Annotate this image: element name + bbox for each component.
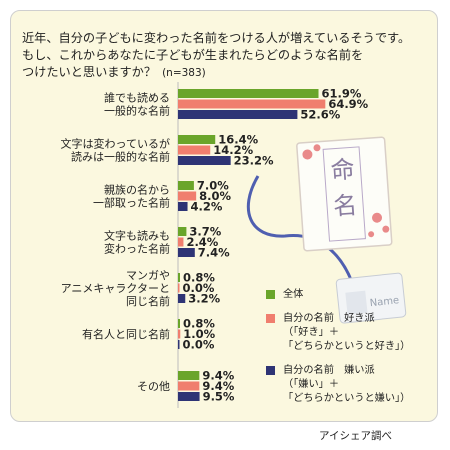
bar-2-series-3 [178, 156, 231, 165]
question-line-3-text: つけたいと思いますか？ [22, 65, 157, 79]
naming-illustration: 命 名 Name [246, 136, 407, 324]
category-label-1-line-1: 誰でも読める [104, 91, 170, 105]
bar-3-series-1 [178, 181, 194, 190]
bars [178, 89, 326, 401]
value-labels: 61.9%64.9%52.6% 16.4%14.2%23.2% 7.0%8.0%4.… [183, 87, 369, 404]
cord-line [246, 175, 354, 283]
petal-2 [313, 144, 321, 152]
legend-swatch-3 [266, 366, 275, 375]
tag-text: Name [369, 295, 400, 309]
bar-2-series-2 [178, 145, 211, 155]
bar-4-series-2 [178, 237, 184, 247]
bar-5-series-3 [178, 294, 186, 303]
category-label-3-line-2: 一部取った名前 [93, 196, 170, 210]
bar-7-series-3 [178, 392, 200, 401]
value-label-2-series-2: 14.2% [213, 143, 253, 157]
category-label-1-line-2: 一般的な名前 [104, 104, 170, 118]
value-label-7-series-2: 9.4% [202, 379, 234, 393]
value-label-5-series-1: 0.8% [183, 271, 215, 285]
petal-4 [382, 225, 390, 233]
category-label-2-line-1: 文字は変わっているが [61, 137, 170, 151]
legend-text-3-line-2: （「嫌い」＋ [283, 379, 340, 390]
legend-text-2-line-1: 自分の名前 好き派 [283, 313, 375, 324]
seal-char-2: 名 [332, 191, 358, 221]
bar-6-series-1 [178, 319, 180, 328]
category-label-4-line-2: 変わった名前 [104, 242, 170, 256]
legend-text-2-line-2: （「好き」＋ [283, 327, 340, 338]
value-label-7-series-1: 9.4% [202, 369, 234, 383]
category-label-2-line-2: 読みは一般的な名前 [71, 150, 170, 164]
category-label-5-line-1: マンガや [126, 269, 170, 282]
value-label-1-series-2: 64.9% [328, 97, 368, 111]
bar-5-series-1 [178, 273, 180, 282]
bar-4-series-1 [178, 227, 187, 236]
category-labels: 誰でも読める一般的な名前文字は変わっているが読みは一般的な名前親族の名から一部取… [61, 91, 170, 394]
category-label-6-line-1: 有名人と同じ名前 [82, 327, 170, 341]
value-label-2-series-1: 16.4% [218, 133, 258, 147]
bar-1-series-1 [178, 89, 319, 98]
category-label-5-line-2: アニメキャラクターと [61, 282, 170, 295]
category-label-4-line-1: 文字も読みも [104, 229, 170, 243]
category-label-3-line-1: 親族の名から [104, 183, 170, 197]
legend-swatch-2 [266, 314, 275, 323]
value-label-1-series-3: 52.6% [300, 108, 340, 122]
bar-1-series-3 [178, 110, 298, 119]
category-label-5-line-3: 同じ名前 [126, 294, 170, 308]
bar-7-series-1 [178, 371, 200, 380]
value-label-3-series-2: 8.0% [199, 189, 231, 203]
legend-text-3-line-3: 「どちらかというと嫌い」） [283, 393, 411, 404]
petal-1 [302, 149, 313, 160]
value-label-4-series-3: 7.4% [198, 246, 230, 260]
seal-paper: 命 名 [296, 136, 393, 252]
value-label-5-series-2: 0.0% [183, 281, 215, 295]
value-label-3-series-1: 7.0% [197, 179, 229, 193]
value-label-4-series-1: 3.7% [189, 225, 221, 239]
value-label-7-series-3: 9.5% [203, 390, 235, 404]
bar-6-series-3 [178, 340, 180, 349]
value-label-5-series-3: 3.2% [188, 292, 220, 306]
legend-swatch-1 [266, 290, 275, 299]
legend-text-1-line-1: 全体 [283, 289, 304, 300]
value-label-4-series-2: 2.4% [186, 235, 218, 249]
value-label-2-series-3: 23.2% [234, 154, 274, 168]
sample-size-label: (n=383) [162, 67, 206, 79]
category-label-7-line-1: その他 [137, 380, 170, 393]
bar-2-series-1 [178, 135, 216, 144]
question-line-2: もし、これからあなたに子どもが生まれたらどのような名前を [22, 48, 364, 62]
value-label-6-series-3: 0.0% [183, 338, 215, 352]
bar-3-series-3 [178, 202, 188, 211]
legend-text-2-line-3: 「どちらかというと好き」） [283, 341, 411, 352]
question-line-3: つけたいと思いますか？ (n=383) [22, 64, 206, 81]
name-tag: Name [335, 272, 407, 324]
petal-5 [368, 231, 375, 238]
source-note: アイシェア調べ [319, 430, 392, 442]
bar-5-series-2 [178, 283, 180, 293]
value-label-1-series-1: 61.9% [322, 87, 362, 101]
value-label-3-series-3: 4.2% [191, 200, 223, 214]
bar-4-series-3 [178, 248, 195, 257]
value-label-6-series-2: 1.0% [183, 327, 215, 341]
question-line-1: 近年、自分の子どもに変わった名前をつける人が増えているそうです。 [22, 31, 411, 45]
seal-char-1: 命 [330, 155, 356, 185]
legend-text-3-line-1: 自分の名前 嫌い派 [283, 365, 375, 376]
petal-3 [372, 212, 383, 223]
bar-6-series-2 [178, 329, 181, 339]
bar-7-series-2 [178, 381, 200, 391]
bar-3-series-2 [178, 191, 197, 201]
bar-1-series-2 [178, 99, 326, 109]
value-label-6-series-1: 0.8% [183, 317, 215, 331]
